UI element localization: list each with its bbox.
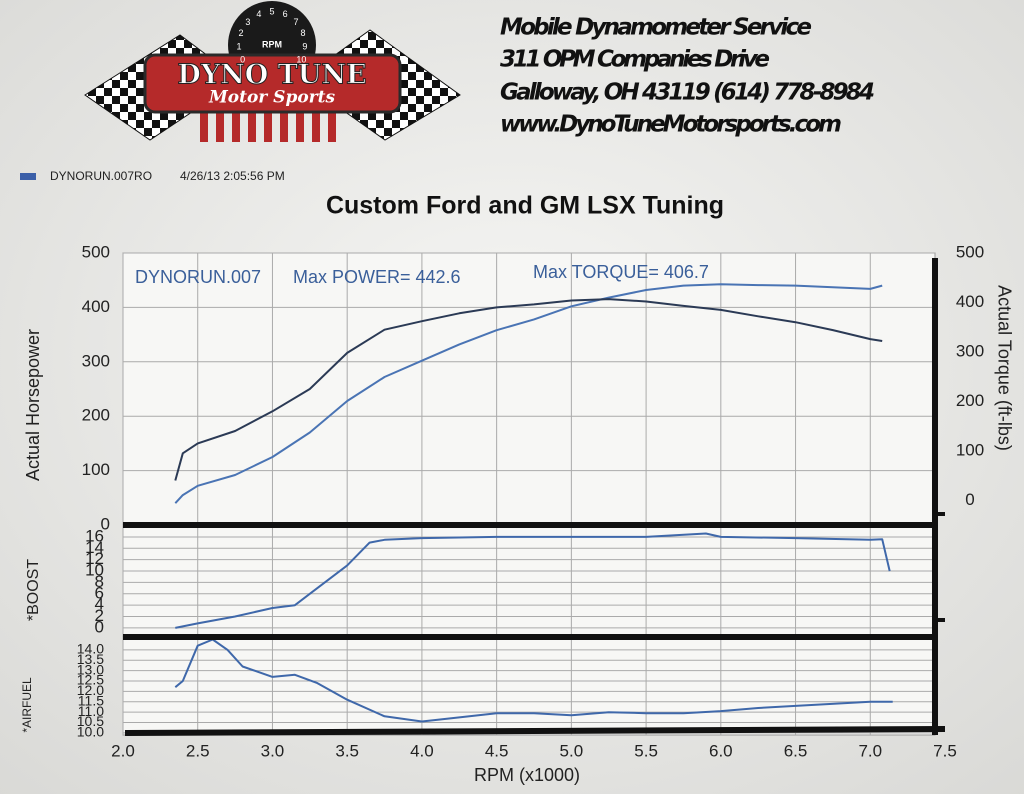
- dial-number: 8: [301, 28, 306, 38]
- dial-number: 5: [269, 6, 274, 16]
- y-tick-label: 10.5: [77, 713, 104, 729]
- y-tick-label: 12.5: [77, 672, 104, 688]
- y-tick-label: 0: [95, 617, 104, 636]
- y-tick-label: 16: [85, 526, 104, 545]
- y-tick-label: 10: [85, 561, 104, 580]
- chart-title: Custom Ford and GM LSX Tuning: [326, 192, 724, 220]
- annotation: Max POWER= 442.6: [293, 267, 461, 287]
- data-line: [174, 638, 893, 723]
- y-tick-label: 300: [82, 351, 110, 370]
- legend-run-date: 4/26/13 2:05:56 PM: [180, 169, 285, 183]
- address-line: Mobile Dynamometer Service: [500, 15, 812, 41]
- dial-number: 1: [237, 41, 242, 51]
- stripes: [200, 108, 336, 142]
- stripe: [280, 108, 288, 142]
- x-tick-label: 7.5: [933, 741, 957, 760]
- stripe: [248, 108, 256, 142]
- frame-line: [124, 726, 946, 736]
- y2-tick-label: 0: [965, 490, 974, 509]
- x-tick-label: 4.0: [410, 741, 434, 760]
- dial-number: 4: [256, 9, 261, 19]
- y-tick-label: 4: [95, 595, 104, 614]
- stripe: [328, 108, 336, 142]
- address-line: 311 OPM Companies Drive: [500, 47, 770, 73]
- dial-number: 7: [294, 17, 299, 27]
- y-tick-label: 2: [95, 606, 104, 625]
- dial-number: 9: [302, 41, 307, 51]
- logo-name: DYNO TUNE: [177, 60, 366, 91]
- stripe: [296, 108, 304, 142]
- y-tick-label: 14.0: [77, 641, 104, 657]
- y2-tick-label: 500: [956, 242, 984, 261]
- y2-axis-label: Actual Torque (ft-lbs): [994, 285, 1014, 451]
- y-axis-label: *BOOST: [25, 559, 42, 621]
- annotation: Max TORQUE= 406.7: [533, 262, 709, 282]
- y-tick-label: 200: [82, 406, 110, 425]
- plots: 0100200300400500010020030040050002468101…: [77, 242, 984, 760]
- y2-tick-label: 300: [956, 341, 984, 360]
- y-tick-label: 12.0: [77, 682, 104, 698]
- x-tick-label: 6.5: [784, 741, 808, 760]
- y-tick-label: 400: [82, 297, 110, 316]
- x-tick-label: 5.5: [634, 741, 658, 760]
- y2-tick-label: 100: [956, 440, 984, 459]
- y2-tick-label: 400: [956, 292, 984, 311]
- plot-area: [122, 252, 936, 526]
- y-tick-label: 100: [82, 460, 110, 479]
- address-line: www.DynoTuneMotorsports.com: [500, 112, 842, 138]
- stripe: [200, 108, 208, 142]
- dial-number: 3: [245, 17, 250, 27]
- stripe: [232, 108, 240, 142]
- data-line: [174, 283, 883, 504]
- y-tick-label: 14: [85, 538, 104, 557]
- legend-run-name: DYNORUN.007RO: [50, 169, 152, 183]
- x-tick-label: 2.5: [186, 741, 210, 760]
- logo-tagline: Motor Sports: [208, 88, 336, 108]
- dial-number: 10: [296, 54, 306, 64]
- dial-number: 2: [238, 28, 243, 38]
- x-tick-label: 3.5: [335, 741, 359, 760]
- y-tick-label: 6: [95, 583, 104, 602]
- stripe: [264, 108, 272, 142]
- y-axis-label: Actual Horsepower: [23, 329, 43, 481]
- data-line: [175, 532, 891, 629]
- x-tick-label: 7.0: [858, 741, 882, 760]
- y-tick-label: 12: [85, 549, 104, 568]
- y-tick-label: 13.0: [77, 661, 104, 677]
- y2-tick-label: 200: [956, 391, 984, 410]
- dial-label: RPM: [262, 39, 282, 49]
- plot-area: [122, 636, 936, 736]
- stripe: [216, 108, 224, 142]
- banner: [143, 53, 402, 114]
- y-tick-label: 11.0: [78, 703, 104, 719]
- y-tick-label: 10.0: [77, 724, 104, 740]
- x-tick-label: 5.0: [560, 741, 584, 760]
- legend-swatch: [20, 173, 36, 180]
- y-tick-label: 11.5: [78, 692, 104, 708]
- x-tick-label: 6.0: [709, 741, 733, 760]
- y-tick-label: 13.5: [77, 651, 104, 667]
- dial-number: 0: [240, 54, 245, 64]
- y-tick-label: 8: [95, 572, 104, 591]
- y-axis-label: *AIRFUEL: [20, 677, 34, 733]
- y-tick-label: 500: [82, 242, 110, 261]
- x-tick-label: 2.0: [111, 741, 135, 760]
- x-tick-label: 4.5: [485, 741, 509, 760]
- data-line: [174, 298, 883, 481]
- plot-area: [122, 524, 936, 638]
- dial-number: 6: [283, 9, 288, 19]
- x-tick-label: 3.0: [261, 741, 285, 760]
- logo: DYNO TUNE Motor Sports RPM 0 1 234 5 678 9 10: [84, 1, 461, 142]
- annotation: DYNORUN.007: [135, 267, 261, 287]
- x-axis-label: RPM (x1000): [474, 765, 580, 785]
- y-tick-label: 0: [101, 514, 110, 533]
- stripe: [312, 108, 320, 142]
- address-line: Galloway, OH 43119 (614) 778-8984: [500, 80, 875, 106]
